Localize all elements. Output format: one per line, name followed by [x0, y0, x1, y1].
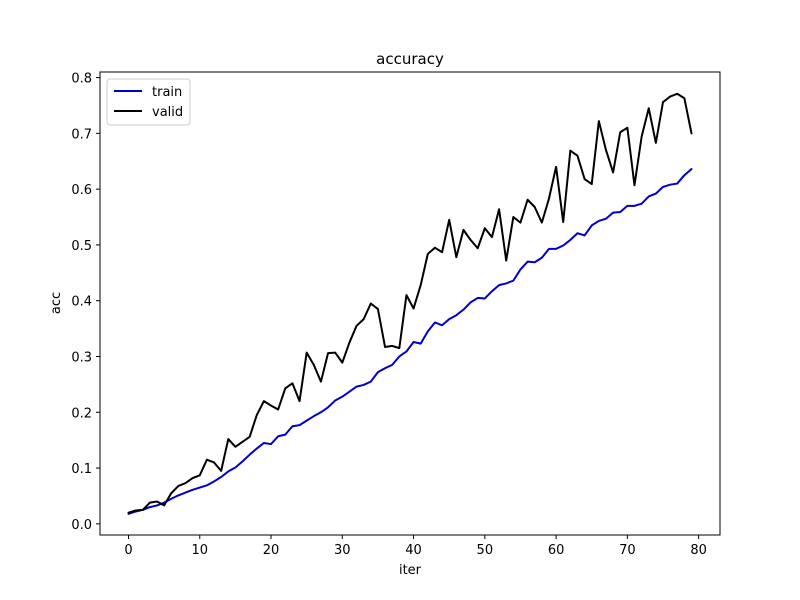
series-layer: [127, 92, 693, 515]
series-line-train: [127, 168, 693, 515]
y-tick-label: 0.4: [71, 295, 92, 310]
y-tick-label: 0.7: [71, 127, 92, 142]
x-axis-label: iter: [399, 563, 422, 578]
y-axis-label: acc: [49, 292, 64, 314]
y-axis-ticks: 0.0 0.1 0.2 0.3 0.4 0.5 0.6 0.7 0.8: [71, 72, 100, 533]
series-line-valid: [127, 92, 693, 514]
chart-title: accuracy: [376, 50, 444, 68]
x-tick-label: 20: [263, 543, 280, 558]
x-tick-label: 80: [690, 543, 707, 558]
y-tick-label: 0.6: [71, 183, 92, 198]
legend-label-train: train: [152, 85, 182, 100]
x-tick-label: 10: [191, 543, 208, 558]
y-tick-label: 0.2: [71, 406, 92, 421]
y-tick-label: 0.0: [71, 518, 92, 533]
y-tick-label: 0.3: [71, 350, 92, 365]
x-tick-label: 40: [405, 543, 422, 558]
x-tick-label: 0: [124, 543, 132, 558]
y-tick-label: 0.1: [71, 462, 92, 477]
y-tick-label: 0.5: [71, 239, 92, 254]
x-axis-ticks: 0 10 20 30 40 50 60 70 80: [124, 535, 707, 558]
x-tick-label: 50: [477, 543, 494, 558]
plot-frame: [99, 71, 721, 536]
legend: train valid: [106, 78, 191, 126]
legend-label-valid: valid: [152, 105, 183, 120]
x-tick-label: 70: [619, 543, 636, 558]
x-tick-label: 60: [548, 543, 565, 558]
x-tick-label: 30: [334, 543, 351, 558]
y-tick-label: 0.8: [71, 72, 92, 87]
